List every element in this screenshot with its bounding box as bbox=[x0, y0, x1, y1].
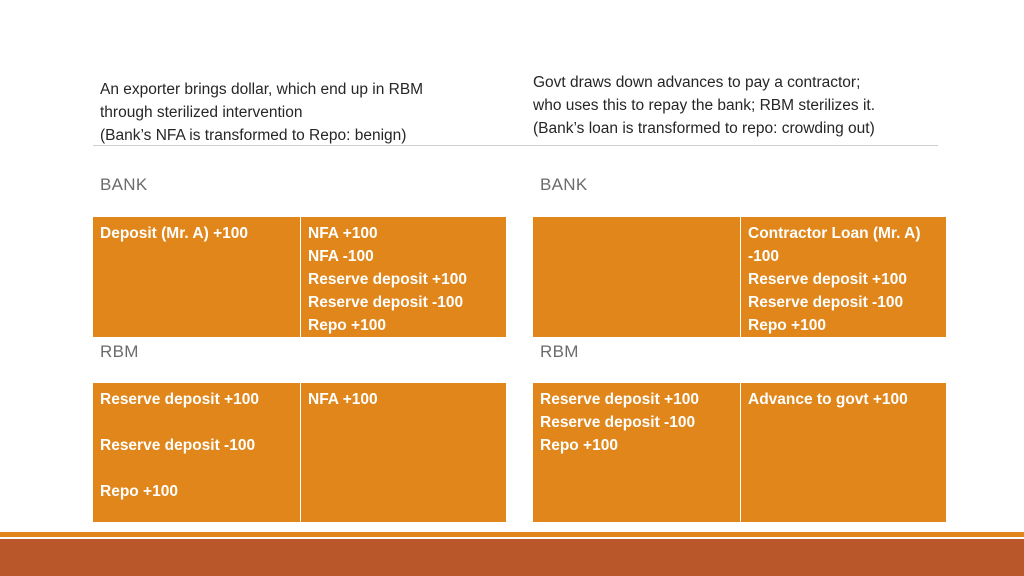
right-rbm-heading: RBM bbox=[540, 342, 579, 361]
intro-left-text: An exporter brings dollar, which end up … bbox=[100, 78, 520, 147]
entry-line: NFA -100 bbox=[308, 248, 374, 265]
entry-line: Reserve deposit -100 bbox=[308, 294, 464, 311]
right-bank-liabilities-cell bbox=[533, 217, 741, 337]
entry-line: Repo +100 bbox=[308, 317, 386, 334]
left-rbm-liabilities-cell: Reserve deposit +100 Reserve deposit -100… bbox=[93, 383, 301, 522]
right-rbm-assets-cell: Advance to govt +100 bbox=[741, 383, 946, 522]
divider-line bbox=[93, 145, 938, 146]
left-bank-table: Deposit (Mr. A) +100 NFA +100 NFA -100 Res… bbox=[92, 216, 507, 338]
entry-line: Reserve deposit -100 bbox=[540, 414, 696, 431]
entry-line: Reserve deposit +100 bbox=[100, 391, 259, 408]
entry-line: Advance to govt +100 bbox=[748, 391, 908, 408]
footer-bar bbox=[0, 539, 1024, 576]
entry-line: Repo +100 bbox=[540, 437, 618, 454]
entry-line: NFA +100 bbox=[308, 225, 378, 242]
blank-line bbox=[100, 411, 293, 434]
right-rbm-liabilities-cell: Reserve deposit +100 Reserve deposit -100… bbox=[533, 383, 741, 522]
entry-line: -100 bbox=[748, 248, 780, 265]
left-bank-heading: BANK bbox=[100, 175, 148, 194]
left-bank-liabilities-cell: Deposit (Mr. A) +100 bbox=[93, 217, 301, 337]
entry-line: Reserve deposit -100 bbox=[748, 294, 904, 311]
intro-right-text: Govt draws down advances to pay a contra… bbox=[533, 71, 953, 140]
intro-left-line: through sterilized intervention bbox=[100, 104, 303, 121]
intro-right-line: who uses this to repay the bank; RBM ste… bbox=[533, 97, 876, 114]
left-rbm-assets-cell: NFA +100 bbox=[301, 383, 506, 522]
entry-line: Reserve deposit +100 bbox=[540, 391, 699, 408]
blank-line bbox=[100, 457, 293, 480]
right-bank-table: Contractor Loan (Mr. A) -100 Reserve depos… bbox=[532, 216, 947, 338]
entry-line: NFA +100 bbox=[308, 391, 378, 408]
intro-right-line: (Bank’s loan is transformed to repo: cro… bbox=[533, 120, 875, 137]
entry-line: Deposit (Mr. A) +100 bbox=[100, 225, 249, 242]
entry-line: Repo +100 bbox=[100, 483, 178, 500]
footer-accent-line bbox=[0, 532, 1024, 537]
entry-line: Contractor Loan (Mr. A) bbox=[748, 225, 921, 242]
intro-left-line: An exporter brings dollar, which end up … bbox=[100, 81, 424, 98]
left-rbm-heading: RBM bbox=[100, 342, 139, 361]
entry-line: Repo +100 bbox=[748, 317, 826, 334]
intro-left-line: (Bank’s NFA is transformed to Repo: beni… bbox=[100, 127, 407, 144]
right-bank-assets-cell: Contractor Loan (Mr. A) -100 Reserve depos… bbox=[741, 217, 946, 337]
right-rbm-table: Reserve deposit +100 Reserve deposit -100… bbox=[532, 382, 947, 523]
intro-right-line: Govt draws down advances to pay a contra… bbox=[533, 74, 861, 91]
entry-line: Reserve deposit -100 bbox=[100, 437, 256, 454]
left-bank-assets-cell: NFA +100 NFA -100 Reserve deposit +100 Rese… bbox=[301, 217, 506, 337]
left-rbm-table: Reserve deposit +100 Reserve deposit -100… bbox=[92, 382, 507, 523]
entry-line: Reserve deposit +100 bbox=[308, 271, 467, 288]
right-bank-heading: BANK bbox=[540, 175, 588, 194]
entry-line: Reserve deposit +100 bbox=[748, 271, 907, 288]
